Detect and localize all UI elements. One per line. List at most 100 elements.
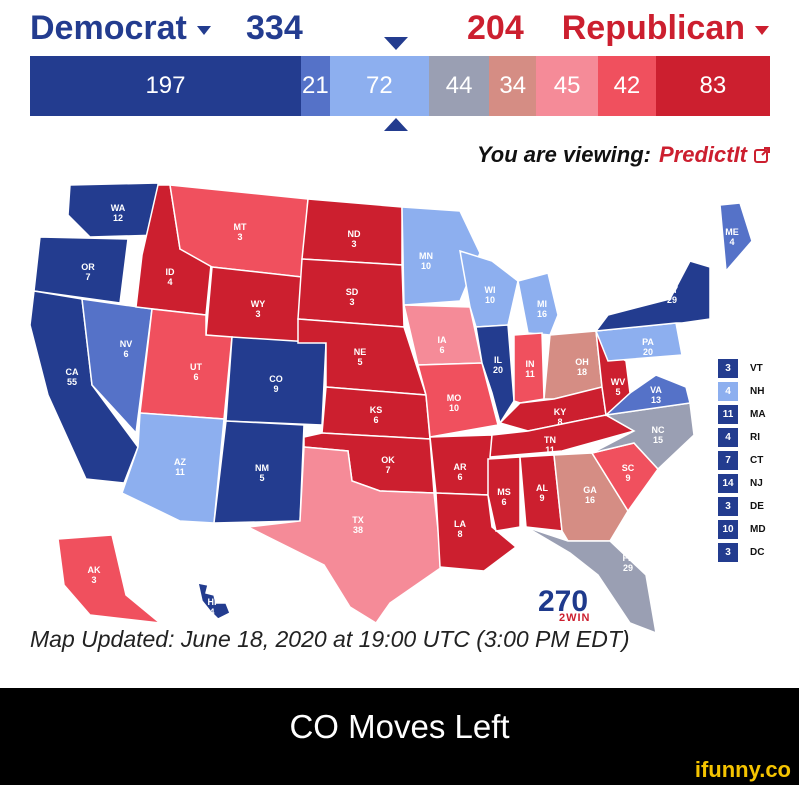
state-fl[interactable] [525, 526, 657, 635]
state-label-nm: NM [255, 463, 269, 473]
legend-ev-box: 10 [718, 520, 738, 539]
state-mo[interactable] [417, 362, 499, 438]
state-ev-co: 9 [273, 384, 278, 394]
legend-state-label: VT [750, 363, 763, 374]
state-ev-ny: 29 [667, 295, 677, 305]
source-link[interactable]: PredictIt [658, 142, 747, 167]
state-me[interactable] [719, 202, 753, 273]
legend-state-label: NJ [750, 478, 763, 489]
legend-ev-box: 3 [718, 359, 738, 378]
state-ev-tn: 11 [545, 445, 555, 455]
state-label-mo: MO [447, 393, 462, 403]
state-label-hi: HI [208, 597, 217, 607]
state-label-wv: WV [611, 377, 626, 387]
republican-label: Republican [561, 9, 745, 47]
legend-ev-box: 14 [718, 474, 738, 493]
state-az[interactable] [121, 412, 225, 524]
state-label-il: IL [494, 355, 503, 365]
state-ev-ia: 6 [439, 345, 444, 355]
state-label-nc: NC [652, 425, 665, 435]
legend-row-ma[interactable]: 11 MA [718, 404, 766, 425]
viewing-label: You are viewing: [476, 142, 651, 167]
state-ev-me: 4 [729, 237, 734, 247]
bar-segment-2: 72 [329, 56, 429, 116]
state-ev-mn: 10 [421, 261, 431, 271]
state-ev-in: 11 [525, 369, 535, 379]
state-label-in: IN [526, 359, 535, 369]
state-label-ia: IA [438, 335, 448, 345]
legend-row-ri[interactable]: 4 RI [718, 427, 766, 448]
legend-ev-box: 4 [718, 382, 738, 401]
legend-state-label: MA [750, 409, 766, 420]
state-ev-wi: 10 [485, 295, 495, 305]
state-label-nd: ND [348, 229, 361, 239]
state-label-oh: OH [575, 357, 589, 367]
bar-segment-7: 83 [655, 56, 770, 116]
legend-row-de[interactable]: 3 DE [718, 496, 766, 517]
legend-row-vt[interactable]: 3 VT [718, 358, 766, 379]
state-label-ca: CA [66, 367, 79, 377]
state-label-pa: PA [642, 337, 654, 347]
state-ev-wv: 5 [615, 387, 620, 397]
state-ev-wa: 12 [113, 213, 123, 223]
state-label-mt: MT [234, 222, 247, 232]
state-ev-va: 13 [651, 395, 661, 405]
state-ev-wy: 3 [255, 309, 260, 319]
state-ev-ne: 5 [357, 357, 362, 367]
state-ev-ca: 55 [67, 377, 77, 387]
state-ms[interactable] [487, 456, 521, 532]
legend-row-dc[interactable]: 3 DC [718, 542, 766, 563]
chevron-down-icon [755, 25, 769, 35]
state-ev-tx: 38 [353, 525, 363, 535]
legend-ev-box: 3 [718, 543, 738, 562]
midpoint-up-arrow-icon [384, 118, 408, 131]
external-link-icon[interactable] [753, 146, 771, 164]
bar-segment-5: 45 [536, 56, 599, 116]
state-tx[interactable] [245, 446, 443, 625]
state-ev-ks: 6 [373, 415, 378, 425]
state-ev-ms: 6 [501, 497, 506, 507]
state-wa[interactable] [67, 182, 161, 238]
legend-ev-box: 3 [718, 497, 738, 516]
bar-segment-0: 197 [30, 56, 301, 116]
state-ev-ar: 6 [457, 472, 462, 482]
state-ev-ga: 16 [585, 495, 595, 505]
legend-row-ct[interactable]: 7 CT [718, 450, 766, 471]
state-nc[interactable] [591, 402, 695, 471]
state-ev-hi: 4 [209, 607, 214, 617]
legend-state-label: DE [750, 501, 764, 512]
legend-state-label: MD [750, 524, 766, 535]
republican-dropdown[interactable]: Republican [562, 8, 769, 48]
state-label-tn: TN [544, 435, 556, 445]
state-label-ms: MS [497, 487, 511, 497]
state-label-sd: SD [346, 287, 359, 297]
state-label-ky: KY [554, 407, 567, 417]
state-label-wy: WY [251, 299, 266, 309]
state-ny[interactable] [594, 260, 711, 332]
state-nv[interactable] [81, 298, 153, 435]
us-electoral-map[interactable]: WA12OR7CA55NV6ID4MT3WY3UT6AZ11CO9NM5ND3S… [30, 175, 770, 635]
270towin-logo: 270 [538, 585, 589, 618]
legend-ev-box: 4 [718, 428, 738, 447]
state-ev-al: 9 [539, 493, 544, 503]
midpoint-down-arrow-icon [384, 37, 408, 50]
state-ev-il: 20 [493, 365, 503, 375]
legend-row-nj[interactable]: 14 NJ [718, 473, 766, 494]
state-ev-fl: 29 [623, 563, 633, 573]
state-ev-nc: 15 [653, 435, 663, 445]
bar-segment-6: 42 [598, 56, 656, 116]
state-ak[interactable] [57, 534, 163, 625]
legend-state-label: RI [750, 432, 760, 443]
state-or[interactable] [33, 236, 129, 304]
state-hi[interactable] [197, 582, 231, 620]
legend-row-md[interactable]: 10 MD [718, 519, 766, 540]
state-label-me: ME [725, 227, 739, 237]
state-ev-nv: 6 [123, 349, 128, 359]
state-label-ak: AK [88, 565, 101, 575]
legend-row-nh[interactable]: 4 NH [718, 381, 766, 402]
bar-segment-3: 44 [428, 56, 490, 116]
democrat-dropdown[interactable]: Democrat [30, 8, 211, 48]
state-mi[interactable] [517, 272, 559, 336]
state-label-ut: UT [190, 362, 202, 372]
state-label-ar: AR [454, 462, 467, 472]
